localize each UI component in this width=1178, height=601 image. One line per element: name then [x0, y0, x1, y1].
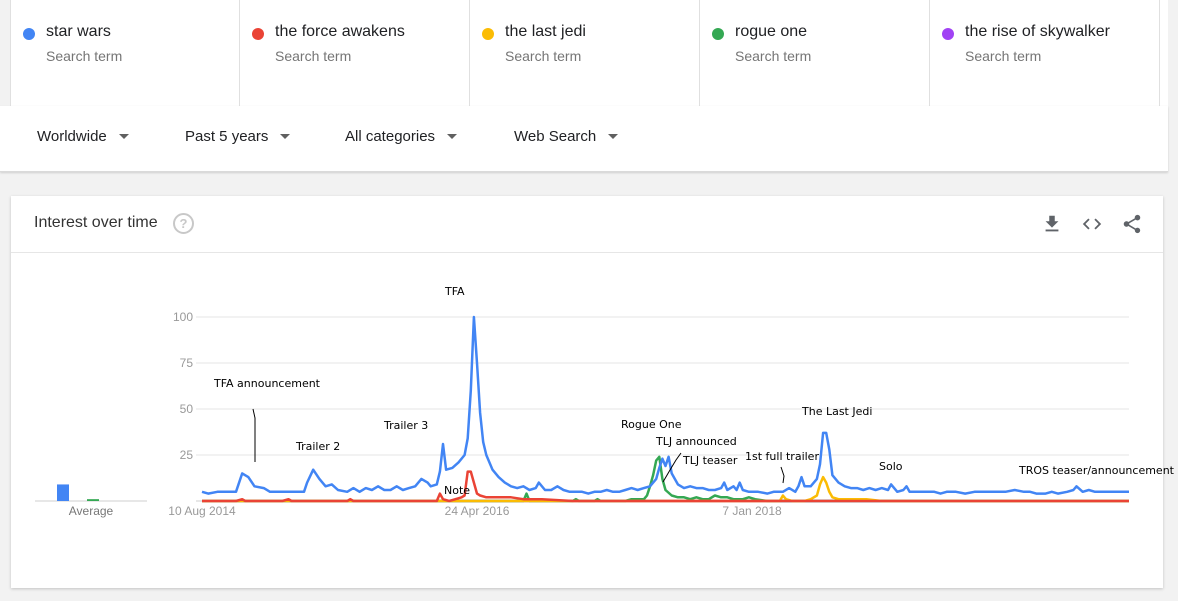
- card-title: Interest over time: [34, 214, 158, 231]
- term-the-force-awakens[interactable]: the force awakens Search term: [240, 0, 470, 106]
- series-color-dot: [252, 28, 264, 40]
- series-color-dot: [23, 28, 35, 40]
- term-star-wars[interactable]: star wars Search term: [10, 0, 240, 106]
- term-type: Search term: [46, 48, 123, 64]
- annotation-label: Solo: [879, 460, 903, 473]
- series-color-dot: [712, 28, 724, 40]
- term-name[interactable]: the force awakens: [275, 23, 405, 40]
- term-type: Search term: [505, 48, 582, 64]
- term-name[interactable]: rogue one: [735, 23, 808, 40]
- term-name[interactable]: the rise of skywalker: [965, 23, 1110, 40]
- term-type: Search term: [735, 48, 812, 64]
- term-type: Search term: [965, 48, 1042, 64]
- x-tick-label: 7 Jan 2018: [722, 504, 782, 518]
- caret-down-icon: [280, 134, 291, 139]
- annotation-leader-line: [662, 452, 682, 483]
- term-rogue-one[interactable]: rogue one Search term: [700, 0, 930, 106]
- annotation-label: The Last Jedi: [801, 405, 872, 418]
- annotation-label: Note: [444, 484, 470, 497]
- card-header: Interest over time ?: [11, 196, 1163, 253]
- annotation-leader-line: [252, 408, 256, 462]
- series-line-the-last-jedi: [202, 475, 1129, 503]
- average-bar: [57, 484, 69, 501]
- embed-code-icon[interactable]: [1081, 213, 1103, 235]
- series-line-star-wars: [201, 315, 1129, 495]
- caret-down-icon: [447, 134, 458, 139]
- region-dropdown[interactable]: Worldwide: [37, 128, 129, 145]
- y-tick-label: 100: [173, 310, 193, 324]
- annotation-label: TROS teaser/announcement: [1018, 464, 1175, 477]
- series-color-dot: [942, 28, 954, 40]
- search-type-dropdown[interactable]: Web Search: [514, 128, 619, 145]
- caret-down-icon: [608, 134, 619, 139]
- y-tick-label: 50: [180, 402, 194, 416]
- annotation-label: TFA announcement: [213, 377, 321, 390]
- help-circle-icon[interactable]: ?: [173, 213, 194, 234]
- time-range-dropdown[interactable]: Past 5 years: [185, 128, 291, 145]
- annotation-label: TLJ teaser: [682, 454, 738, 467]
- annotation-label: TLJ announced: [655, 435, 737, 448]
- x-tick-label: 24 Apr 2016: [445, 504, 510, 518]
- term-name[interactable]: the last jedi: [505, 23, 586, 40]
- average-bar: [87, 499, 99, 501]
- annotation-label: TFA: [444, 285, 465, 298]
- term-the-last-jedi[interactable]: the last jedi Search term: [470, 0, 700, 106]
- annotation-leader-line: [780, 466, 785, 484]
- annotation-label: Trailer 2: [295, 440, 340, 453]
- term-name[interactable]: star wars: [46, 23, 111, 40]
- series-line-the-force-awakens: [202, 470, 1129, 503]
- category-dropdown[interactable]: All categories: [345, 128, 458, 145]
- y-tick-label: 75: [180, 356, 194, 370]
- filter-bar: Worldwide Past 5 years All categories We…: [0, 106, 1168, 172]
- share-icon[interactable]: [1121, 213, 1143, 235]
- term-the-rise-of-skywalker[interactable]: the rise of skywalker Search term: [930, 0, 1160, 106]
- time-range-label: Past 5 years: [185, 128, 269, 145]
- interest-over-time-card: Interest over time ?: [11, 196, 1163, 588]
- average-label: Average: [69, 504, 114, 518]
- annotation-label: Trailer 3: [383, 419, 428, 432]
- annotation-label: Rogue One: [621, 418, 682, 431]
- series-color-dot: [482, 28, 494, 40]
- category-label: All categories: [345, 128, 436, 145]
- x-tick-label: 10 Aug 2014: [168, 504, 236, 518]
- search-type-label: Web Search: [514, 128, 597, 145]
- y-tick-label: 25: [180, 448, 194, 462]
- search-terms-bar: star wars Search term the force awakens …: [10, 0, 1168, 106]
- annotation-label: 1st full trailer: [745, 450, 819, 463]
- region-label: Worldwide: [37, 128, 107, 145]
- caret-down-icon: [118, 134, 129, 139]
- term-type: Search term: [275, 48, 352, 64]
- download-icon[interactable]: [1041, 213, 1063, 235]
